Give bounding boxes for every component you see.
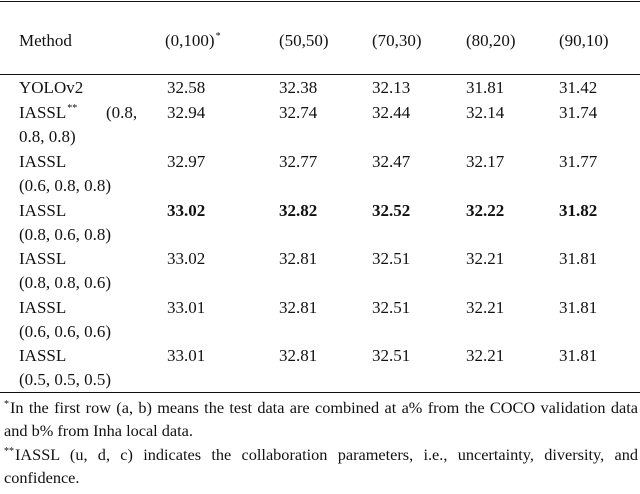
value-cell: 33.02 [167,201,206,220]
value-cell: 32.14 [466,103,505,122]
value-cell: 32.21 [466,346,505,365]
method-name: IASSL [19,249,67,268]
value-cell: 32.82 [279,201,318,220]
method-params-start: (0.8, [106,103,138,122]
method-name: IASSL [19,201,67,220]
value-cell: 32.17 [466,152,505,171]
value-cell: 32.81 [279,298,318,317]
method-mark: ** [67,103,78,114]
footnote-2-mark: ** [4,446,14,457]
header-col-0: (0,100) [165,31,215,50]
method-cell: IASSL [19,247,66,271]
header-col-2: (70,30) [372,31,422,50]
value-cell: 31.81 [559,298,598,317]
footnote-1-mark: * [4,399,9,410]
header-col-1: (50,50) [279,31,329,50]
value-cell: 32.22 [466,201,505,220]
value-cell: 32.81 [279,249,318,268]
value-cell: 32.58 [167,78,206,97]
value-cell: 32.44 [372,103,411,122]
footnote-2: **IASSL (u, d, c) indicates the collabor… [4,443,638,489]
method-params: 0.8, 0.8) [19,127,76,146]
method-cell: IASSL [19,296,66,320]
value-cell: 32.21 [466,249,505,268]
method-name: YOLOv2 [19,78,84,97]
method-params: (0.8, 0.6, 0.8) [19,225,112,244]
header-rule [0,74,640,75]
method-name: IASSL [19,346,67,365]
method-name: IASSL [19,103,67,122]
method-cell: IASSL [19,199,66,223]
value-cell: 31.42 [559,78,598,97]
value-cell: 32.38 [279,78,318,97]
header-col-3: (80,20) [466,31,516,50]
value-cell: 32.77 [279,152,318,171]
header-col-0-mark: * [215,31,221,42]
value-cell: 32.47 [372,152,411,171]
value-cell: 32.51 [372,298,411,317]
value-cell: 32.51 [372,346,411,365]
method-name: IASSL [19,298,67,317]
method-cell: IASSL** (0.8, [19,101,137,125]
footnote-1: *In the first row (a, b) means the test … [4,396,638,442]
value-cell: 32.13 [372,78,411,97]
method-name: IASSL [19,152,67,171]
method-cell: YOLOv2 [19,76,83,100]
method-cell: IASSL [19,344,66,368]
value-cell: 32.97 [167,152,206,171]
table-bottom-rule [0,392,640,393]
value-cell: 33.01 [167,298,206,317]
value-cell: 32.51 [372,249,411,268]
value-cell: 32.81 [279,346,318,365]
value-cell: 31.81 [559,346,598,365]
method-params: (0.6, 0.8, 0.8) [19,176,112,195]
header-col-0-wrap: (0,100)* [165,29,221,53]
value-cell: 31.77 [559,152,598,171]
header-method: Method [19,31,72,50]
value-cell: 31.74 [559,103,598,122]
method-params: (0.6, 0.6, 0.6) [19,322,112,341]
value-cell: 33.01 [167,346,206,365]
value-cell: 31.81 [466,78,505,97]
table-top-rule [0,1,640,2]
value-cell: 32.94 [167,103,206,122]
value-cell: 31.81 [559,249,598,268]
value-cell: 33.02 [167,249,206,268]
method-params: (0.8, 0.8, 0.6) [19,273,112,292]
value-cell: 32.21 [466,298,505,317]
value-cell: 32.74 [279,103,318,122]
footnote-1-text: In the first row (a, b) means the test d… [4,398,638,440]
footnote-2-text: IASSL (u, d, c) indicates the collaborat… [4,445,638,487]
method-params: (0.5, 0.5, 0.5) [19,370,112,389]
method-cell: IASSL [19,150,66,174]
value-cell: 31.82 [559,201,598,220]
value-cell: 32.52 [372,201,411,220]
header-col-4: (90,10) [559,31,609,50]
